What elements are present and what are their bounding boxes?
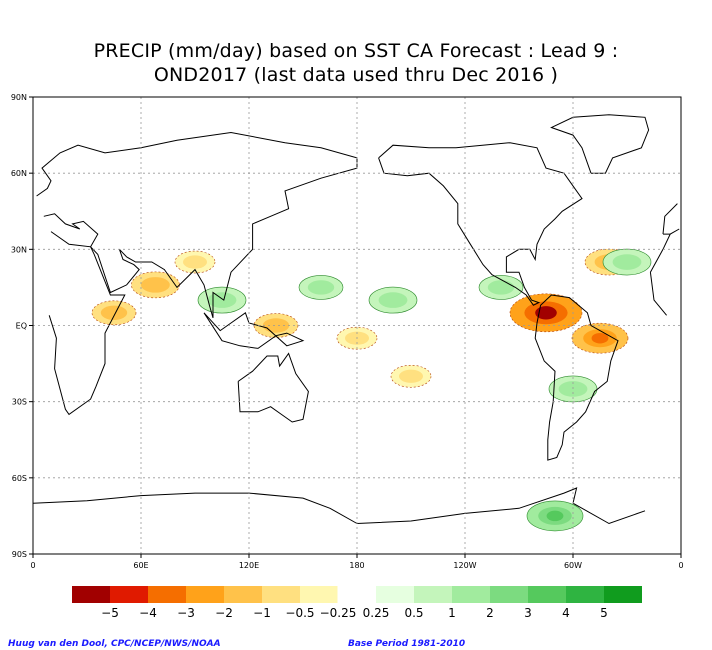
legend-label-9: 1 [448,606,456,620]
legend-swatch-9 [414,586,452,603]
x-tick-label-1: 60E [133,561,148,570]
x-ticks: 0 60E 120E 180 120W 60W 0 [30,554,684,570]
legend-swatch-1 [110,586,148,603]
anomaly-core-12 [487,280,515,295]
legend-label-13: 5 [600,606,608,620]
legend-swatch-5 [262,586,300,603]
legend-label-2: −3 [177,606,195,620]
legend-label-0: −5 [101,606,119,620]
y-tick-label-0: 90N [11,93,27,102]
anomaly-peak-15 [546,510,564,522]
credit-base-period: Base Period 1981-2010 [348,639,466,649]
x-tick-label-2: 120E [239,561,259,570]
legend-label-3: −2 [215,606,233,620]
anomaly-core-1 [141,277,170,293]
color-legend: −5 −4 −3 −2 −1 −0.5 −0.25 0.25 0.5 1 2 3 4 5 [72,585,642,620]
legend-label-7: 0.25 [363,606,390,620]
coastlines [33,114,680,525]
y-tick-label-5: 60S [12,474,27,483]
greenland-coast [550,114,650,174]
legend-swatch-14 [604,586,642,603]
indonesia-coast [203,312,305,349]
anomaly-core-2 [183,255,207,269]
x-tick-label-3: 180 [349,561,364,570]
y-tick-label-6: 90S [12,550,27,559]
south-america-coast [534,294,619,461]
legend-swatch-8 [376,586,414,603]
credit-author: Huug van den Dool, CPC/NCEP/NWS/NOAA [8,639,221,649]
australia-coast [237,352,309,423]
y-tick-label-3: EQ [16,322,27,331]
legend-swatch-4 [224,586,262,603]
x-tick-label-4: 120W [453,561,476,570]
legend-swatch-11 [490,586,528,603]
legend-swatch-7 [337,585,377,604]
chart-title-line1: PRECIP (mm/day) based on SST CA Forecast… [93,40,619,62]
grid-lines [33,97,681,554]
anomaly-core-9 [207,292,237,308]
legend-swatch-3 [186,586,224,603]
anomaly-core-5 [399,369,423,383]
eurasia-coast [36,131,680,319]
legend-label-8: 0.5 [404,606,423,620]
x-tick-label-0: 0 [30,561,35,570]
legend-label-11: 3 [524,606,532,620]
antarctica-coast [33,487,646,525]
anomaly-core-3 [262,318,290,333]
anomaly-core-11 [378,292,408,308]
anomaly-core-0 [100,305,128,321]
north-america-coast [378,142,583,306]
legend-label-5: −0.5 [285,606,314,620]
legend-label-12: 4 [562,606,570,620]
x-tick-label-6: 0 [678,561,683,570]
anomaly-peak-6 [535,306,557,320]
y-tick-label-4: 30S [12,398,27,407]
legend-label-1: −4 [139,606,157,620]
y-tick-label-1: 60N [11,169,27,178]
legend-swatch-13 [566,586,604,603]
anomaly-core-14 [612,254,642,270]
legend-swatch-6 [300,586,338,603]
legend-label-10: 2 [486,606,494,620]
legend-swatch-10 [452,586,490,603]
anomaly-peak-7 [591,332,609,344]
anomaly-layer [91,248,652,532]
legend-swatch-2 [148,586,186,603]
legend-label-6: −0.25 [320,606,357,620]
legend-swatch-12 [528,586,566,603]
legend-swatch-0 [72,586,110,603]
chart-title-line2: OND2017 (last data used thru Dec 2016 ) [153,64,559,86]
anomaly-core-10 [307,280,335,295]
legend-label-4: −1 [253,606,271,620]
y-ticks: 90N 60N 30N EQ 30S 60S 90S [11,93,33,559]
y-tick-label-2: 30N [11,245,27,254]
x-tick-label-5: 60W [564,561,582,570]
